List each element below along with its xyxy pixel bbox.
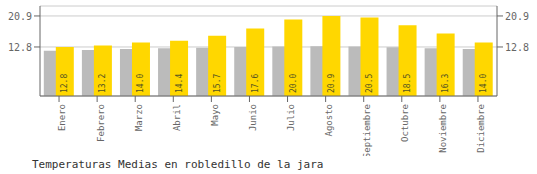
svg-text:Agosto: Agosto bbox=[324, 104, 334, 137]
svg-text:20.9: 20.9 bbox=[327, 74, 336, 93]
svg-text:Junio: Junio bbox=[248, 104, 258, 131]
svg-text:Noviembre: Noviembre bbox=[438, 104, 448, 153]
svg-text:Enero: Enero bbox=[57, 104, 67, 131]
html-text:Temperaturas Medias en robledi: Temperaturas Medias en robledillo de la … bbox=[32, 158, 324, 171]
svg-text:20.5: 20.5 bbox=[365, 74, 374, 93]
svg-text:18.5: 18.5 bbox=[403, 74, 412, 93]
svg-text:20.9: 20.9 bbox=[505, 11, 529, 22]
svg-text:16.3: 16.3 bbox=[441, 74, 450, 93]
svg-text:14.0: 14.0 bbox=[479, 74, 488, 93]
svg-text:20.0: 20.0 bbox=[289, 74, 298, 93]
svg-text:12.8: 12.8 bbox=[505, 42, 529, 53]
svg-text:13.2: 13.2 bbox=[98, 74, 107, 93]
svg-text:20.9: 20.9 bbox=[8, 11, 32, 22]
svg-text:12.8: 12.8 bbox=[8, 42, 32, 53]
svg-text:Septiembre: Septiembre bbox=[362, 104, 372, 156]
svg-text:Febrero: Febrero bbox=[96, 104, 106, 142]
svg-text:14.0: 14.0 bbox=[136, 74, 145, 93]
svg-text:17.6: 17.6 bbox=[251, 74, 260, 93]
svg-text:14.4: 14.4 bbox=[175, 74, 184, 93]
svg-text:Marzo: Marzo bbox=[134, 104, 144, 131]
svg-text:Mayo: Mayo bbox=[210, 104, 220, 126]
svg-text:Julio: Julio bbox=[286, 104, 296, 131]
svg-text:12.8: 12.8 bbox=[60, 74, 69, 93]
svg-text:Diciembre: Diciembre bbox=[476, 104, 486, 153]
svg-text:Octubre: Octubre bbox=[400, 104, 410, 142]
svg-text:Abril: Abril bbox=[172, 104, 182, 131]
svg-text:15.7: 15.7 bbox=[213, 74, 222, 93]
